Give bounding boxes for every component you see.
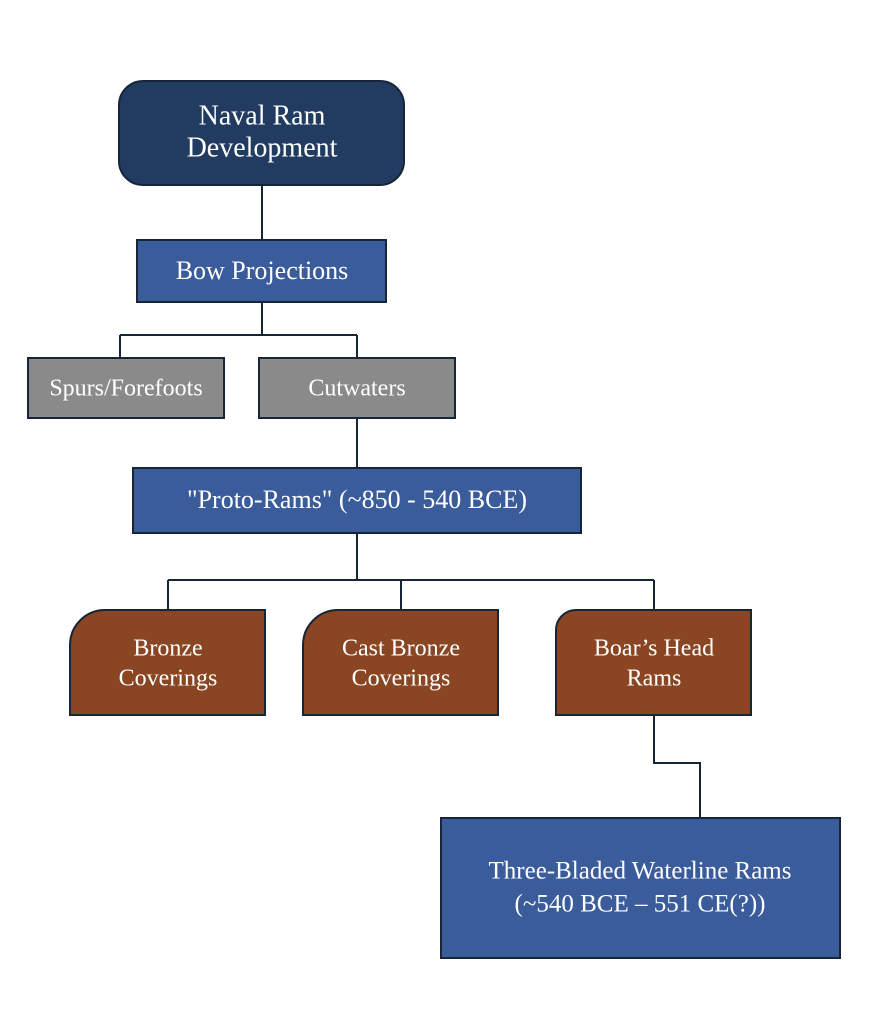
node-proto: "Proto-Rams" (~850 - 540 BCE): [133, 468, 581, 533]
node-bronze: Bronze Coverings: [70, 610, 265, 715]
cutwaters-label: Cutwaters: [308, 376, 405, 402]
diagram-canvas: Naval Ram Development Bow Projections Sp…: [0, 0, 869, 1024]
bronze-line1: Bronze: [133, 636, 202, 662]
node-cutwaters: Cutwaters: [259, 358, 455, 418]
three-line1: Three-Bladed Waterline Rams: [489, 858, 792, 885]
node-bow: Bow Projections: [137, 240, 386, 302]
bronze-line2: Coverings: [119, 666, 218, 692]
cast-line2: Coverings: [352, 666, 451, 692]
boar-line1: Boar’s Head: [594, 636, 714, 662]
boar-line2: Rams: [627, 666, 682, 692]
node-boar: Boar’s Head Rams: [556, 610, 751, 715]
cast-line1: Cast Bronze: [342, 636, 460, 662]
three-line2: (~540 BCE – 551 CE(?)): [515, 891, 766, 918]
spurs-label: Spurs/Forefoots: [49, 376, 202, 402]
root-line1: Naval Ram: [199, 100, 326, 131]
bow-label: Bow Projections: [176, 256, 349, 285]
root-line2: Development: [187, 132, 338, 163]
node-cast: Cast Bronze Coverings: [303, 610, 498, 715]
node-spurs: Spurs/Forefoots: [28, 358, 224, 418]
node-root: Naval Ram Development: [119, 81, 404, 185]
node-three: Three-Bladed Waterline Rams (~540 BCE – …: [441, 818, 840, 958]
proto-label: "Proto-Rams" (~850 - 540 BCE): [187, 485, 527, 514]
